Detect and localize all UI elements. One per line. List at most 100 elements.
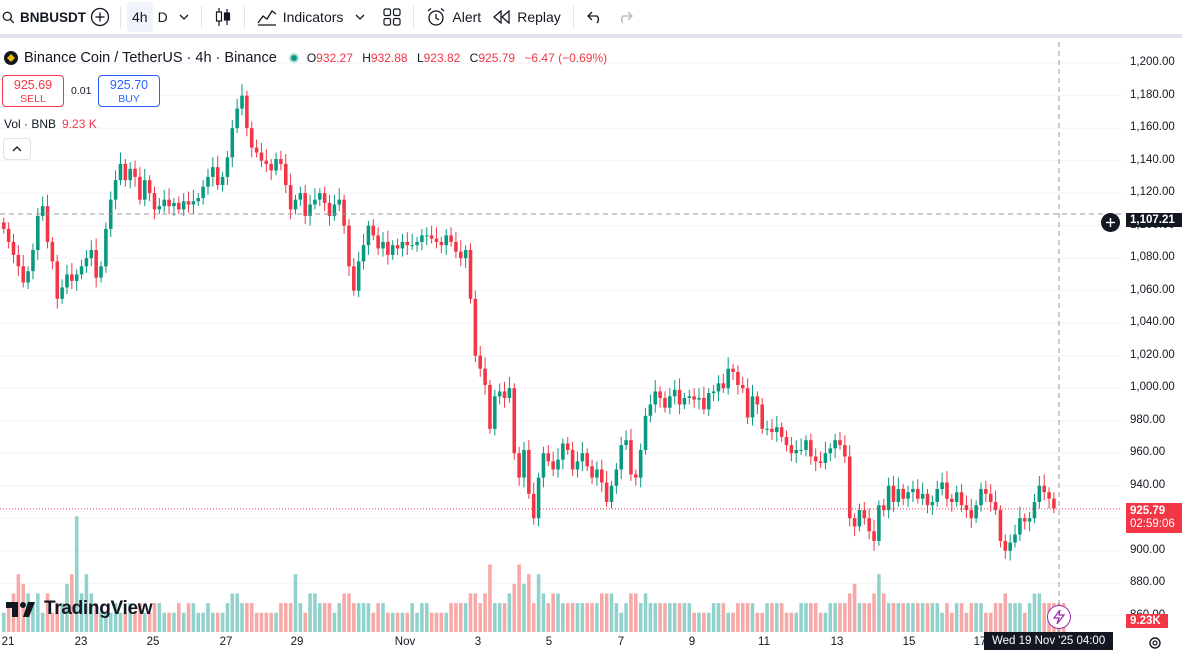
candle-body (473, 298, 478, 356)
candle-body (716, 383, 721, 392)
volume-bar (123, 612, 128, 632)
redo-button[interactable] (610, 2, 640, 32)
candle-body (507, 388, 512, 398)
candle-body (264, 160, 269, 164)
volume-bar (94, 603, 98, 632)
settings-button[interactable] (1148, 636, 1162, 655)
volume-bar (784, 612, 789, 632)
undo-button[interactable] (580, 2, 610, 32)
volume-bar (347, 593, 351, 632)
sell-button[interactable]: 925.69 SELL (2, 75, 64, 107)
price-tick-label: 900.00 (1130, 543, 1166, 556)
lightning-button[interactable] (1047, 605, 1071, 629)
volume-bar (818, 612, 823, 632)
volume-bar (964, 612, 969, 632)
alert-button[interactable]: Alert (420, 2, 487, 32)
candle-body (697, 397, 701, 400)
tradingview-logo[interactable]: TradingView (6, 598, 153, 620)
volume-bar (838, 603, 842, 632)
indicators-dropdown-button[interactable] (349, 2, 371, 32)
timeframe-4h-button[interactable]: 4h (127, 2, 153, 32)
candle-body (11, 241, 16, 255)
candle-body (672, 389, 677, 397)
candlestick-chart[interactable] (0, 42, 1122, 632)
candle-body (760, 404, 764, 429)
candle-body (26, 271, 30, 283)
volume-bar (104, 612, 108, 632)
volume-bar (653, 603, 658, 632)
volume-bar (916, 603, 920, 632)
volume-bar (857, 603, 862, 632)
buy-button[interactable]: 925.70 BUY (98, 75, 160, 107)
candle-body (274, 159, 278, 171)
volume-bar (862, 603, 867, 632)
tradingview-logo-icon (6, 602, 35, 617)
compare-symbol-button[interactable] (86, 2, 114, 32)
candle-body (891, 485, 896, 502)
candle-body (449, 235, 453, 242)
sell-price: 925.69 (13, 78, 53, 92)
volume-bar (546, 603, 551, 632)
candle-body (390, 245, 395, 255)
toolbar-divider (572, 6, 574, 28)
symbol-search-button[interactable]: BNBUSDT (0, 2, 86, 32)
candle-body (201, 186, 205, 199)
price-axis[interactable]: 1,200.00 1,180.00 1,160.00 1,140.00 1,120.00… (1122, 42, 1182, 632)
brand-text: TradingView (44, 598, 153, 619)
volume-bar (881, 593, 886, 632)
add-alert-plus-button[interactable] (1101, 213, 1120, 232)
series-title[interactable]: Binance Coin / TetherUS · 4h · Binance (24, 50, 277, 66)
candle-body (104, 228, 108, 267)
candle-body (857, 510, 862, 527)
candle-body (634, 474, 638, 478)
collapse-legend-button[interactable] (3, 138, 31, 160)
chart-type-button[interactable] (208, 2, 238, 32)
candle-body (818, 461, 823, 463)
candle-body (65, 274, 69, 288)
timeframe-dropdown-button[interactable] (173, 2, 195, 32)
volume-bar (979, 603, 983, 632)
candle-body (541, 453, 546, 478)
volume-bar (823, 612, 828, 632)
grid-layout-icon (383, 8, 402, 26)
candle-body (405, 241, 410, 246)
candle-body (283, 163, 288, 186)
candle-body (570, 449, 575, 470)
volume-bar (6, 603, 11, 632)
candle-body (157, 206, 162, 210)
indicators-button[interactable]: Indicators (251, 2, 350, 32)
timeframe-d-button[interactable]: D (157, 9, 168, 25)
candle-body (585, 453, 589, 467)
volume-bar (580, 603, 585, 632)
volume-bar (269, 612, 273, 632)
replay-button[interactable]: Replay (487, 2, 567, 32)
volume-bar (254, 612, 259, 632)
chevron-down-icon (355, 14, 365, 20)
volume-bar (147, 612, 152, 632)
layouts-button[interactable] (377, 2, 407, 32)
volume-bar (726, 612, 730, 632)
volume-bar (672, 603, 677, 632)
volume-bar (55, 603, 60, 632)
time-axis[interactable]: 21 23 25 27 29 Nov 3 5 7 9 11 13 15 17 (0, 632, 1182, 648)
volume-bar (240, 603, 244, 632)
volume-bar (376, 603, 380, 632)
candle-body (113, 180, 118, 200)
candle-body (517, 453, 521, 478)
candle-body (779, 427, 784, 437)
price-tick-label: 960.00 (1130, 446, 1166, 459)
candle-body (459, 251, 463, 259)
candle-body (940, 482, 944, 489)
volume-label[interactable]: Vol · BNB (4, 117, 57, 131)
candle-body (1042, 485, 1046, 493)
candle-body (31, 250, 35, 272)
volume-bar (536, 574, 541, 632)
candle-body (789, 445, 794, 454)
candle-body (318, 193, 322, 200)
candle-body (1018, 518, 1022, 535)
chart-pane[interactable] (0, 42, 1122, 632)
volume-bar (945, 603, 949, 632)
volume-bar (405, 612, 410, 632)
volume-bar (459, 603, 463, 632)
volume-bar (993, 603, 998, 632)
